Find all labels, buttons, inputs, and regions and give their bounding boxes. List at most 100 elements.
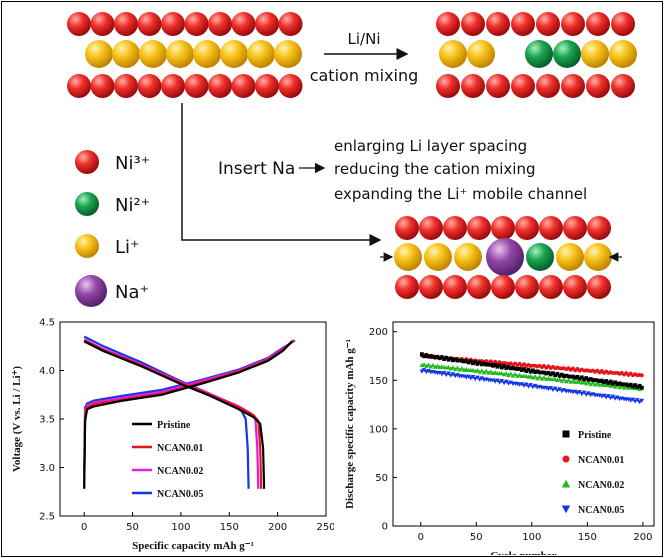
cation-mixing-top-label: Li/Ni (348, 30, 381, 48)
data-point (444, 355, 449, 360)
data-point (501, 381, 507, 386)
legend-label: NCAN0.01 (157, 443, 203, 454)
data-point (548, 386, 553, 391)
data-point (624, 382, 629, 387)
data-point (577, 390, 582, 395)
ni3-ball (419, 216, 443, 240)
data-point (562, 430, 570, 438)
data-point (430, 362, 436, 368)
cation-mixing-bottom-label: cation mixing (310, 66, 419, 85)
ni3-ball (395, 216, 419, 240)
data-point (570, 378, 576, 383)
data-point (486, 362, 491, 367)
data-point (453, 357, 458, 362)
ni3-ball (539, 216, 563, 240)
ni3-ball (208, 12, 232, 36)
data-point (452, 366, 458, 372)
data-point (608, 396, 613, 401)
y-axis-label: Discharge specific capacity mAh g⁻¹ (344, 339, 356, 509)
data-point (471, 361, 475, 366)
data-point (437, 370, 442, 375)
ni3-ball (67, 12, 91, 36)
ni3-ball (486, 74, 510, 98)
data-point (568, 379, 573, 384)
data-point (597, 379, 602, 384)
ni2-ball (525, 40, 553, 68)
data-point (617, 385, 622, 390)
data-point (499, 365, 504, 370)
data-point (424, 363, 429, 368)
data-point (617, 381, 622, 386)
x-axis-label: Specific capacity mAh g⁻¹ (132, 540, 254, 552)
data-point (559, 372, 564, 377)
data-point (475, 367, 480, 373)
ni3-ball (67, 74, 91, 98)
data-point (468, 359, 473, 364)
data-point (577, 376, 582, 381)
data-point (623, 384, 629, 389)
ni3-ball (511, 74, 535, 98)
data-point (433, 355, 438, 359)
y-axis-label: Voltage (V vs. Li / Li⁺) (11, 366, 23, 472)
data-point (559, 378, 565, 383)
data-point (586, 377, 591, 382)
data-point (504, 379, 509, 384)
data-point (522, 367, 526, 372)
data-point (519, 368, 524, 373)
ni3-ball (278, 12, 303, 36)
data-point (444, 372, 449, 378)
x-tick-label: 150 (220, 522, 239, 533)
li-ball (247, 40, 275, 68)
data-point (551, 371, 555, 376)
ni3-ball (561, 74, 585, 98)
data-point (591, 378, 595, 383)
data-point (439, 355, 444, 360)
data-point (442, 357, 446, 361)
data-point (451, 358, 455, 363)
data-point (543, 385, 549, 391)
ni3-ball (208, 74, 232, 98)
x-tick-label: 150 (578, 532, 597, 543)
y-tick-label: 100 (369, 424, 388, 435)
ni3-legend-ball (75, 150, 99, 174)
legend-label: NCAN0.05 (157, 489, 203, 500)
data-point (477, 360, 482, 365)
data-point (562, 374, 566, 379)
data-point (486, 370, 491, 375)
ni3-ball (436, 74, 460, 98)
li-ball (139, 40, 167, 68)
data-point (521, 383, 527, 388)
x-tick-label: 100 (171, 522, 190, 533)
legend-label: NCAN0.02 (578, 480, 624, 491)
data-point (583, 381, 589, 386)
data-point (539, 370, 544, 375)
li-ball (85, 40, 113, 68)
data-point (530, 385, 536, 390)
data-point (637, 400, 642, 405)
data-point (421, 368, 427, 373)
data-point (457, 358, 462, 363)
data-point (488, 362, 493, 367)
data-point (481, 370, 487, 375)
data-point (475, 362, 480, 366)
legend-label: NCAN0.01 (578, 455, 624, 466)
data-point (455, 358, 460, 363)
y-tick-label: 4.0 (39, 366, 55, 377)
x-tick-label: 200 (633, 532, 652, 543)
data-point (604, 379, 609, 383)
ni3-ball (461, 74, 485, 98)
data-point (493, 363, 498, 367)
data-point (428, 354, 433, 358)
data-point (499, 370, 505, 376)
data-point (526, 384, 531, 389)
data-point (592, 382, 598, 387)
x-tick-label: 0 (81, 522, 87, 533)
ni3-ball (443, 216, 467, 240)
ni3-ball (467, 216, 491, 240)
li-legend-label: Li⁺ (115, 237, 140, 258)
data-point (506, 372, 511, 377)
data-point (482, 361, 486, 366)
data-point (448, 366, 454, 371)
